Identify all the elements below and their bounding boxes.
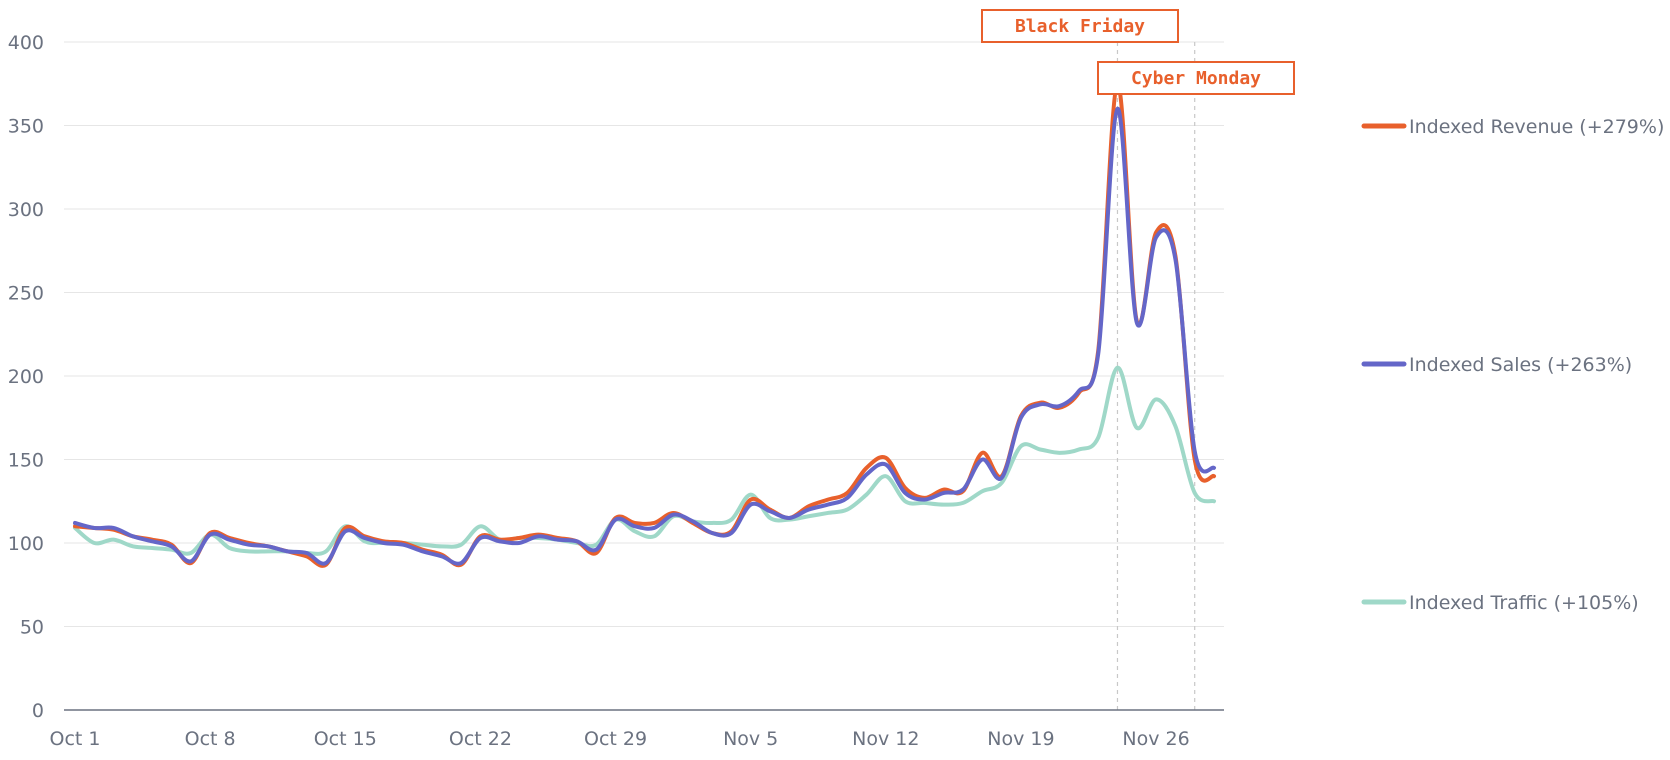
y-tick-label: 300 bbox=[8, 199, 44, 221]
x-tick-label: Nov 5 bbox=[723, 728, 778, 750]
x-tick-label: Nov 19 bbox=[987, 728, 1054, 750]
y-tick-label: 400 bbox=[8, 32, 44, 54]
x-tick-label: Nov 12 bbox=[852, 728, 919, 750]
y-tick-label: 200 bbox=[8, 366, 44, 388]
annotation-label: Cyber Monday bbox=[1131, 68, 1261, 89]
series-line-1 bbox=[73, 106, 1216, 566]
x-tick-label: Nov 26 bbox=[1122, 728, 1189, 750]
y-axis-ticks: 0 50 100 150 200 250 300 350 400 bbox=[8, 32, 44, 722]
x-axis-ticks: Oct 1 Oct 8 Oct 15 Oct 22 Oct 29 Nov 5 Nov 12 N… bbox=[50, 728, 1190, 750]
legend: Indexed Revenue (+279%) Indexed Sales (+2… bbox=[1361, 116, 1664, 614]
x-tick-label: Oct 29 bbox=[584, 728, 647, 750]
x-tick-label: Oct 15 bbox=[314, 728, 377, 750]
annotation-box bbox=[981, 9, 1179, 43]
y-tick-label: 150 bbox=[8, 450, 44, 472]
legend-label: Indexed Sales (+263%) bbox=[1409, 354, 1632, 376]
x-tick-label: Oct 8 bbox=[185, 728, 236, 750]
y-tick-label: 350 bbox=[8, 116, 44, 138]
y-tick-label: 250 bbox=[8, 283, 44, 305]
legend-label: Indexed Traffic (+105%) bbox=[1409, 592, 1639, 614]
series-line-0 bbox=[73, 81, 1216, 568]
annotation-box bbox=[1097, 61, 1295, 95]
y-tick-label: 100 bbox=[8, 533, 44, 555]
annotations: Black Friday Cyber Monday bbox=[981, 9, 1295, 95]
x-tick-label: Oct 1 bbox=[50, 728, 101, 750]
legend-label: Indexed Revenue (+279%) bbox=[1409, 116, 1664, 138]
series-lines bbox=[73, 81, 1216, 568]
y-tick-label: 50 bbox=[20, 617, 44, 639]
y-tick-label: 0 bbox=[32, 700, 44, 722]
x-tick-label: Oct 22 bbox=[449, 728, 512, 750]
annotation-label: Black Friday bbox=[1015, 16, 1145, 37]
series-line-2 bbox=[73, 365, 1216, 556]
